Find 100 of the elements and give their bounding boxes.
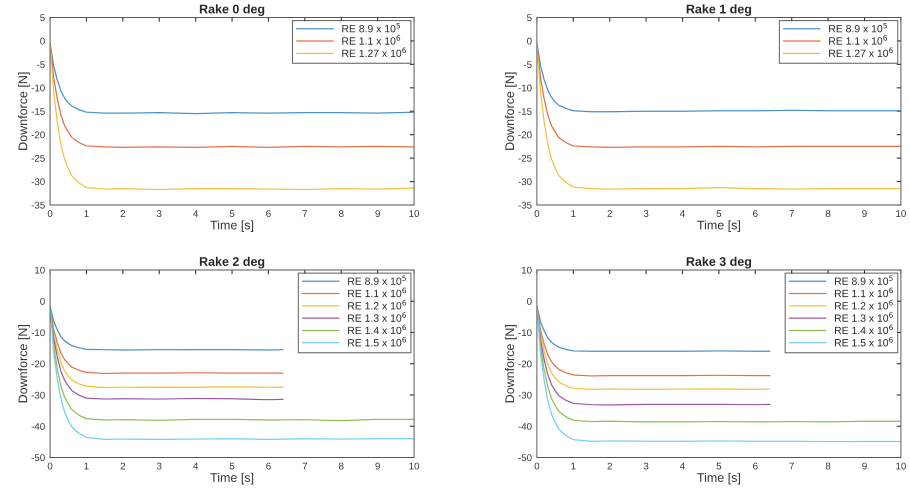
y-axis-title: Downforce [N] xyxy=(504,325,517,402)
legend-label: RE 1.27 x 10$^{6}$ xyxy=(342,47,406,57)
y-tick-label: -20 xyxy=(32,360,45,368)
y-axis-title: Downforce [N] xyxy=(18,325,30,402)
y-tick-label: -10 xyxy=(32,84,45,92)
y-tick-label: 0 xyxy=(527,298,532,305)
x-tick-label: 9 xyxy=(375,210,380,217)
x-tick-label: 2 xyxy=(607,210,612,217)
x-tick-label: 1 xyxy=(84,210,89,217)
line-series xyxy=(536,305,770,352)
legend-label: RE 1.1 x 10$^{6}$ xyxy=(342,35,400,45)
y-tick-label: -20 xyxy=(518,360,532,368)
x-tick-label: 8 xyxy=(338,210,344,217)
x-tick-label: 2 xyxy=(120,210,126,217)
legend-label: RE 1.1 x 10$^{6}$ xyxy=(834,288,893,298)
legend-label: RE 1.4 x 10$^{6}$ xyxy=(348,324,406,334)
x-tick-label: 9 xyxy=(375,462,380,470)
legend-label: RE 8.9 x 10$^{5}$ xyxy=(829,22,887,32)
y-tick-label: -10 xyxy=(518,329,532,336)
legend-label: RE 8.9 x 10$^{5}$ xyxy=(834,275,893,285)
y-tick-label: -10 xyxy=(32,329,45,336)
x-tick-label: 5 xyxy=(716,462,722,470)
line-series xyxy=(536,305,770,406)
x-tick-label: 0 xyxy=(48,210,52,217)
x-axis-title: Time [s] xyxy=(210,472,254,484)
legend-label: RE 1.1 x 10$^{6}$ xyxy=(348,288,406,298)
x-tick-label: 0 xyxy=(48,462,52,470)
x-axis-title: Time [s] xyxy=(210,220,254,232)
y-tick-label: -25 xyxy=(518,154,532,162)
y-tick-label: 5 xyxy=(527,14,532,22)
legend-label: RE 1.2 x 10$^{6}$ xyxy=(834,300,893,310)
x-tick-label: 10 xyxy=(896,462,906,470)
line-series xyxy=(50,305,284,351)
y-tick-label: -20 xyxy=(32,131,45,138)
chart-title: Rake 1 deg xyxy=(686,4,752,16)
x-tick-label: 3 xyxy=(156,462,162,470)
x-tick-label: 5 xyxy=(230,210,234,217)
x-tick-label: 4 xyxy=(193,210,198,217)
line-series xyxy=(536,305,770,377)
x-tick-label: 4 xyxy=(193,462,198,470)
y-tick-label: -30 xyxy=(32,392,45,399)
y-tick-label: -5 xyxy=(36,61,45,68)
x-tick-label: 1 xyxy=(571,210,576,217)
x-tick-label: 6 xyxy=(753,462,758,470)
y-tick-label: -35 xyxy=(32,202,45,209)
y-tick-label: -5 xyxy=(524,61,532,68)
x-tick-label: 0 xyxy=(534,462,540,470)
x-tick-label: 6 xyxy=(753,210,758,217)
x-tick-label: 7 xyxy=(789,462,794,470)
chart-title: Rake 3 deg xyxy=(686,256,752,268)
x-tick-label: 10 xyxy=(409,210,420,217)
x-tick-label: 0 xyxy=(534,210,540,217)
y-tick-label: -15 xyxy=(518,108,532,115)
x-tick-label: 3 xyxy=(156,210,162,217)
legend-label: RE 1.2 x 10$^{6}$ xyxy=(348,300,406,310)
x-tick-label: 3 xyxy=(644,210,648,217)
y-tick-label: -35 xyxy=(518,202,532,209)
x-tick-label: 8 xyxy=(826,210,830,217)
x-tick-label: 2 xyxy=(120,462,126,470)
x-tick-label: 7 xyxy=(302,462,308,470)
y-tick-label: -40 xyxy=(32,422,45,430)
x-tick-label: 7 xyxy=(789,210,794,217)
x-tick-label: 1 xyxy=(84,462,89,470)
x-tick-label: 4 xyxy=(680,210,685,217)
y-tick-label: 0 xyxy=(40,38,45,45)
x-axis-title: Time [s] xyxy=(697,472,740,484)
y-tick-label: -50 xyxy=(518,454,532,462)
x-tick-label: 6 xyxy=(266,210,271,217)
legend-label: RE 1.3 x 10$^{6}$ xyxy=(348,312,406,322)
y-tick-label: -20 xyxy=(518,131,532,138)
y-tick-label: -30 xyxy=(518,392,532,399)
y-tick-label: 10 xyxy=(35,266,45,274)
x-tick-label: 10 xyxy=(896,210,906,217)
x-tick-label: 9 xyxy=(862,210,867,217)
x-tick-label: 8 xyxy=(826,462,830,470)
legend-label: RE 1.3 x 10$^{6}$ xyxy=(834,312,893,322)
y-tick-label: -30 xyxy=(32,178,45,186)
x-tick-label: 3 xyxy=(644,462,648,470)
legend-label: RE 1.4 x 10$^{6}$ xyxy=(834,324,893,334)
legend-label: RE 1.27 x 10$^{6}$ xyxy=(829,47,893,57)
x-tick-label: 5 xyxy=(716,210,722,217)
x-axis-title: Time [s] xyxy=(697,220,740,232)
x-tick-label: 7 xyxy=(302,210,308,217)
x-tick-label: 10 xyxy=(409,462,420,470)
x-tick-label: 2 xyxy=(607,462,612,470)
y-tick-label: -25 xyxy=(32,154,45,162)
x-tick-label: 4 xyxy=(680,462,685,470)
x-tick-label: 1 xyxy=(571,462,576,470)
legend-label: RE 1.5 x 10$^{6}$ xyxy=(834,336,893,346)
legend-label: RE 1.1 x 10$^{6}$ xyxy=(829,35,888,45)
y-tick-label: -40 xyxy=(518,422,532,430)
x-tick-label: 8 xyxy=(338,462,344,470)
y-tick-label: -50 xyxy=(32,454,45,462)
y-axis-title: Downforce [N] xyxy=(18,72,30,150)
y-tick-label: 0 xyxy=(40,298,45,305)
chart-title: Rake 2 deg xyxy=(200,256,264,268)
y-tick-label: 10 xyxy=(522,266,532,274)
chart-title: Rake 0 deg xyxy=(200,4,264,16)
x-tick-label: 9 xyxy=(862,462,867,470)
legend-label: RE 8.9 x 10$^{5}$ xyxy=(348,275,406,285)
